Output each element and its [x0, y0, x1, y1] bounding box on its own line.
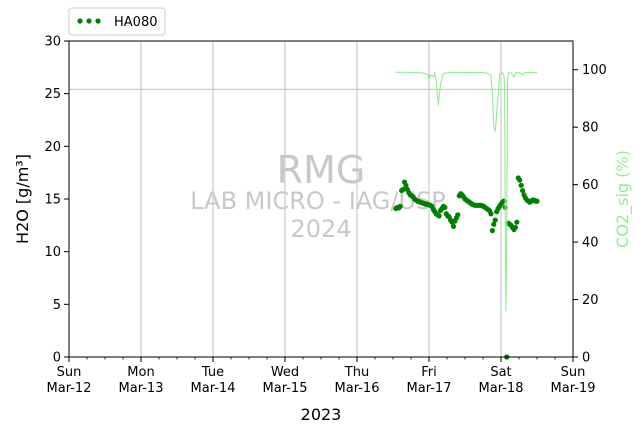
data-series [393, 70, 540, 360]
x-axis-title: 2023 [301, 405, 342, 424]
x-tick-label-date: Mar-16 [335, 381, 380, 396]
legend-label: HA080 [114, 15, 157, 30]
x-tick-label-date: Mar-14 [191, 381, 236, 396]
y-left-tick-label: 20 [44, 140, 61, 155]
y-axis-left-title: H2O [g/m³] [13, 154, 32, 244]
h2o-point [489, 228, 495, 234]
legend-box [68, 7, 166, 36]
y-left-tick-label: 5 [53, 298, 61, 313]
h2o-point [517, 177, 523, 183]
y-left-tick-label: 15 [44, 193, 61, 208]
axes: SunMar-12MonMar-13TueMar-14WedMar-15ThuM… [44, 35, 606, 397]
y-left-tick-label: 0 [53, 351, 61, 366]
y-right-tick-label: 60 [582, 178, 599, 193]
watermark: RMG LAB MICRO - IAG/USP 2024 [190, 148, 446, 243]
h2o-point [491, 221, 497, 227]
h2o-point [442, 204, 448, 211]
legend-marker-1 [77, 18, 83, 24]
y-right-tick-label: 40 [582, 236, 599, 251]
x-tick-label-day: Sun [561, 365, 586, 380]
watermark-line3: 2024 [290, 215, 351, 243]
h2o-point [514, 219, 520, 225]
h2o-point [518, 182, 524, 188]
h2o-point [450, 223, 457, 229]
y-right-tick-label: 0 [582, 351, 590, 366]
y-left-tick-label: 25 [44, 87, 61, 102]
y-left-tick-label: 30 [44, 35, 61, 50]
x-tick-label-day: Mon [127, 365, 154, 380]
x-tick-label-date: Mar-12 [47, 381, 92, 396]
x-tick-label-day: Sun [57, 365, 82, 380]
h2o-point [436, 213, 442, 219]
h2o-point [403, 182, 409, 188]
h2o-point [397, 203, 403, 209]
legend-marker-2 [86, 18, 92, 24]
x-tick-label-day: Fri [421, 365, 437, 380]
y-axis-right-title: CO2_sig (%) [613, 150, 633, 248]
h2o-point [488, 211, 494, 217]
y-left-tick-label: 10 [44, 245, 61, 260]
h2o-point [512, 224, 519, 231]
h2o-point [534, 198, 540, 204]
x-tick-label-date: Mar-15 [263, 381, 308, 396]
watermark-line1: RMG [277, 148, 366, 192]
h2o-point [492, 217, 498, 223]
legend-marker-3 [95, 18, 101, 24]
y-right-tick-label: 20 [582, 293, 599, 308]
grid-lines [69, 41, 573, 357]
x-tick-label-date: Mar-19 [551, 381, 596, 396]
x-tick-label-date: Mar-18 [479, 381, 524, 396]
h2o-point [455, 212, 461, 218]
x-tick-label-day: Thu [344, 365, 369, 380]
h2o-point [400, 186, 406, 193]
x-tick-label-day: Sat [490, 365, 511, 380]
legend: HA080 [68, 7, 166, 36]
y-right-tick-label: 100 [582, 63, 607, 78]
y-right-tick-label: 80 [582, 121, 599, 136]
x-tick-label-day: Wed [271, 365, 299, 380]
h2o-point [520, 187, 526, 194]
x-tick-label-date: Mar-13 [119, 381, 164, 396]
x-tick-label-day: Tue [201, 365, 224, 380]
co2-sig-line [395, 70, 537, 312]
x-tick-label-date: Mar-17 [407, 381, 452, 396]
